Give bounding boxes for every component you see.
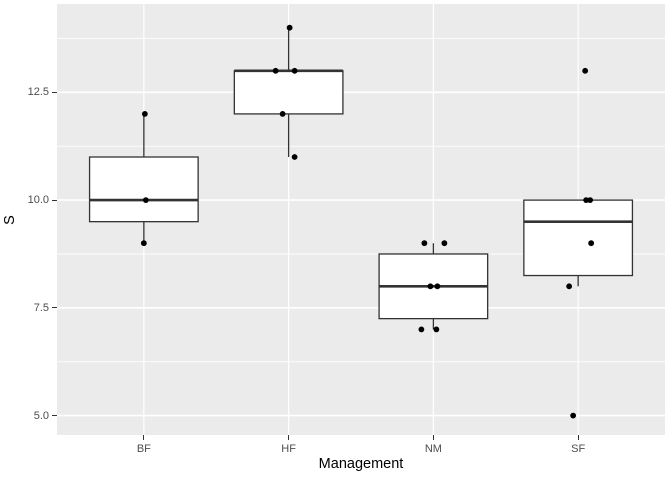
x-tick-mark: [143, 435, 145, 440]
jitter-point-HF: [272, 67, 279, 74]
jitter-point-BF: [140, 240, 147, 247]
jitter-point-BF: [141, 111, 148, 117]
x-tick-mark: [432, 435, 434, 440]
y-tick-mark: [52, 199, 57, 201]
jitter-point-SF: [587, 197, 594, 204]
x-tick-mark: [288, 435, 290, 440]
x-tick-label-SF: SF: [571, 443, 586, 455]
x-tick-label-NM: NM: [424, 443, 442, 455]
jitter-point-NM: [421, 240, 428, 247]
x-tick-mark: [577, 435, 579, 440]
jitter-point-SF: [566, 283, 573, 290]
x-tick-label-BF: BF: [136, 443, 151, 455]
y-axis-title: S: [2, 215, 18, 225]
jitter-point-NM: [418, 326, 425, 333]
jitter-point-HF: [291, 67, 298, 74]
boxplot-box-HF: [233, 70, 344, 115]
jitter-point-BF: [142, 197, 149, 204]
jitter-point-SF: [582, 67, 589, 74]
y-tick-mark: [52, 91, 57, 93]
jitter-point-NM: [433, 326, 440, 333]
jitter-point-HF: [286, 24, 293, 31]
x-tick-label-HF: HF: [281, 443, 296, 455]
jitter-point-NM: [441, 240, 448, 247]
boxplot-box-BF: [88, 156, 199, 223]
y-tick-mark: [52, 307, 57, 309]
jitter-point-HF: [291, 154, 298, 160]
jitter-point-NM: [427, 283, 434, 290]
jitter-point-SF: [583, 197, 590, 204]
y-tick-label: 10.0: [27, 194, 49, 207]
y-tick-label: 12.5: [27, 86, 49, 99]
boxplot-canvas: [57, 4, 665, 435]
boxplot-box-SF: [523, 199, 634, 277]
jitter-point-SF: [588, 240, 595, 247]
plot-panel: [57, 4, 665, 435]
jitter-point-SF: [570, 412, 577, 419]
y-tick-label: 7.5: [33, 301, 49, 314]
y-tick-label: 5.0: [33, 409, 49, 422]
jitter-point-NM: [434, 283, 441, 290]
jitter-point-HF: [279, 111, 286, 117]
y-tick-mark: [52, 415, 57, 417]
x-axis-title: Management: [318, 456, 404, 472]
